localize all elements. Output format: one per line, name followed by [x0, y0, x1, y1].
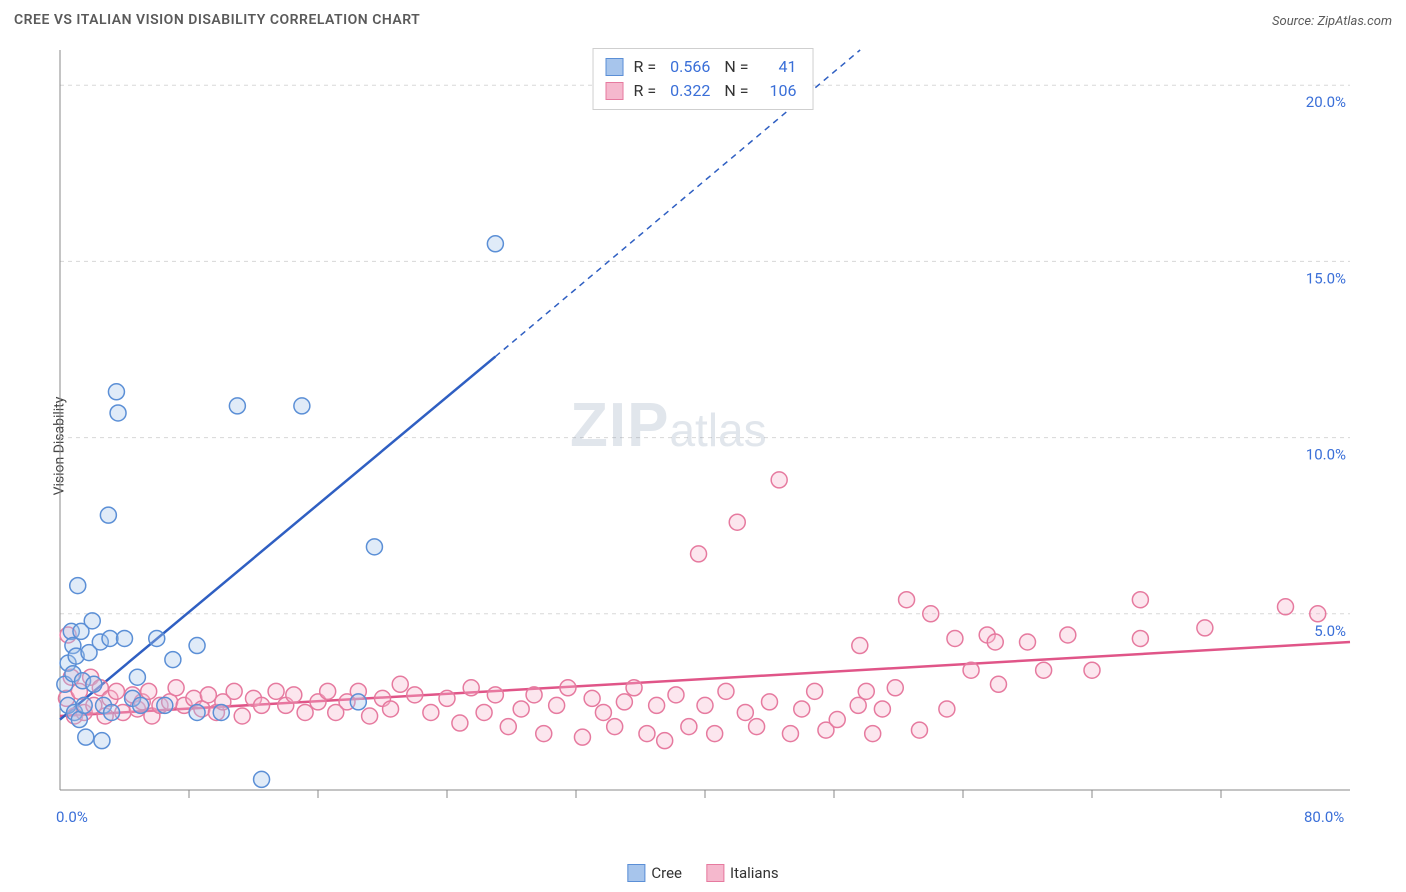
svg-text:20.0%: 20.0% — [1306, 93, 1346, 111]
cree-r-value: 0.566 — [670, 55, 710, 79]
series-legend: Cree Italians — [627, 864, 778, 882]
r-label: R = — [634, 55, 657, 79]
x-axis-max-label: 80.0% — [1304, 808, 1344, 826]
stats-row-italians: R = 0.322 N = 106 — [606, 79, 801, 103]
n-label: N = — [724, 55, 748, 79]
correlation-stats-box: R = 0.566 N = 41 R = 0.322 N = 106 — [593, 48, 814, 110]
r-label: R = — [634, 79, 657, 103]
scatter-chart-svg: 5.0% 10.0% 15.0% 20.0% — [50, 40, 1390, 840]
cree-legend-swatch — [627, 864, 645, 882]
source-attribution: Source: ZipAtlas.com — [1272, 10, 1392, 29]
cree-swatch — [606, 58, 624, 76]
chart-area: 5.0% 10.0% 15.0% 20.0% — [50, 40, 1390, 840]
legend-item-cree: Cree — [627, 864, 682, 882]
legend-item-italians: Italians — [706, 864, 779, 882]
stats-row-cree: R = 0.566 N = 41 — [606, 55, 801, 79]
svg-text:5.0%: 5.0% — [1314, 622, 1346, 640]
italians-legend-label: Italians — [730, 864, 779, 882]
source-prefix: Source: — [1272, 14, 1317, 29]
n-label: N = — [724, 79, 748, 103]
italians-swatch — [606, 82, 624, 100]
source-name: ZipAtlas.com — [1317, 14, 1392, 29]
italians-n-value: 106 — [762, 79, 796, 103]
italians-r-value: 0.322 — [670, 79, 710, 103]
chart-title: CREE VS ITALIAN VISION DISABILITY CORREL… — [14, 12, 420, 28]
x-axis-min-label: 0.0% — [56, 808, 88, 826]
cree-legend-label: Cree — [651, 864, 682, 882]
svg-text:15.0%: 15.0% — [1306, 269, 1346, 287]
cree-n-value: 41 — [762, 55, 796, 79]
svg-text:10.0%: 10.0% — [1306, 446, 1346, 464]
italians-legend-swatch — [706, 864, 724, 882]
